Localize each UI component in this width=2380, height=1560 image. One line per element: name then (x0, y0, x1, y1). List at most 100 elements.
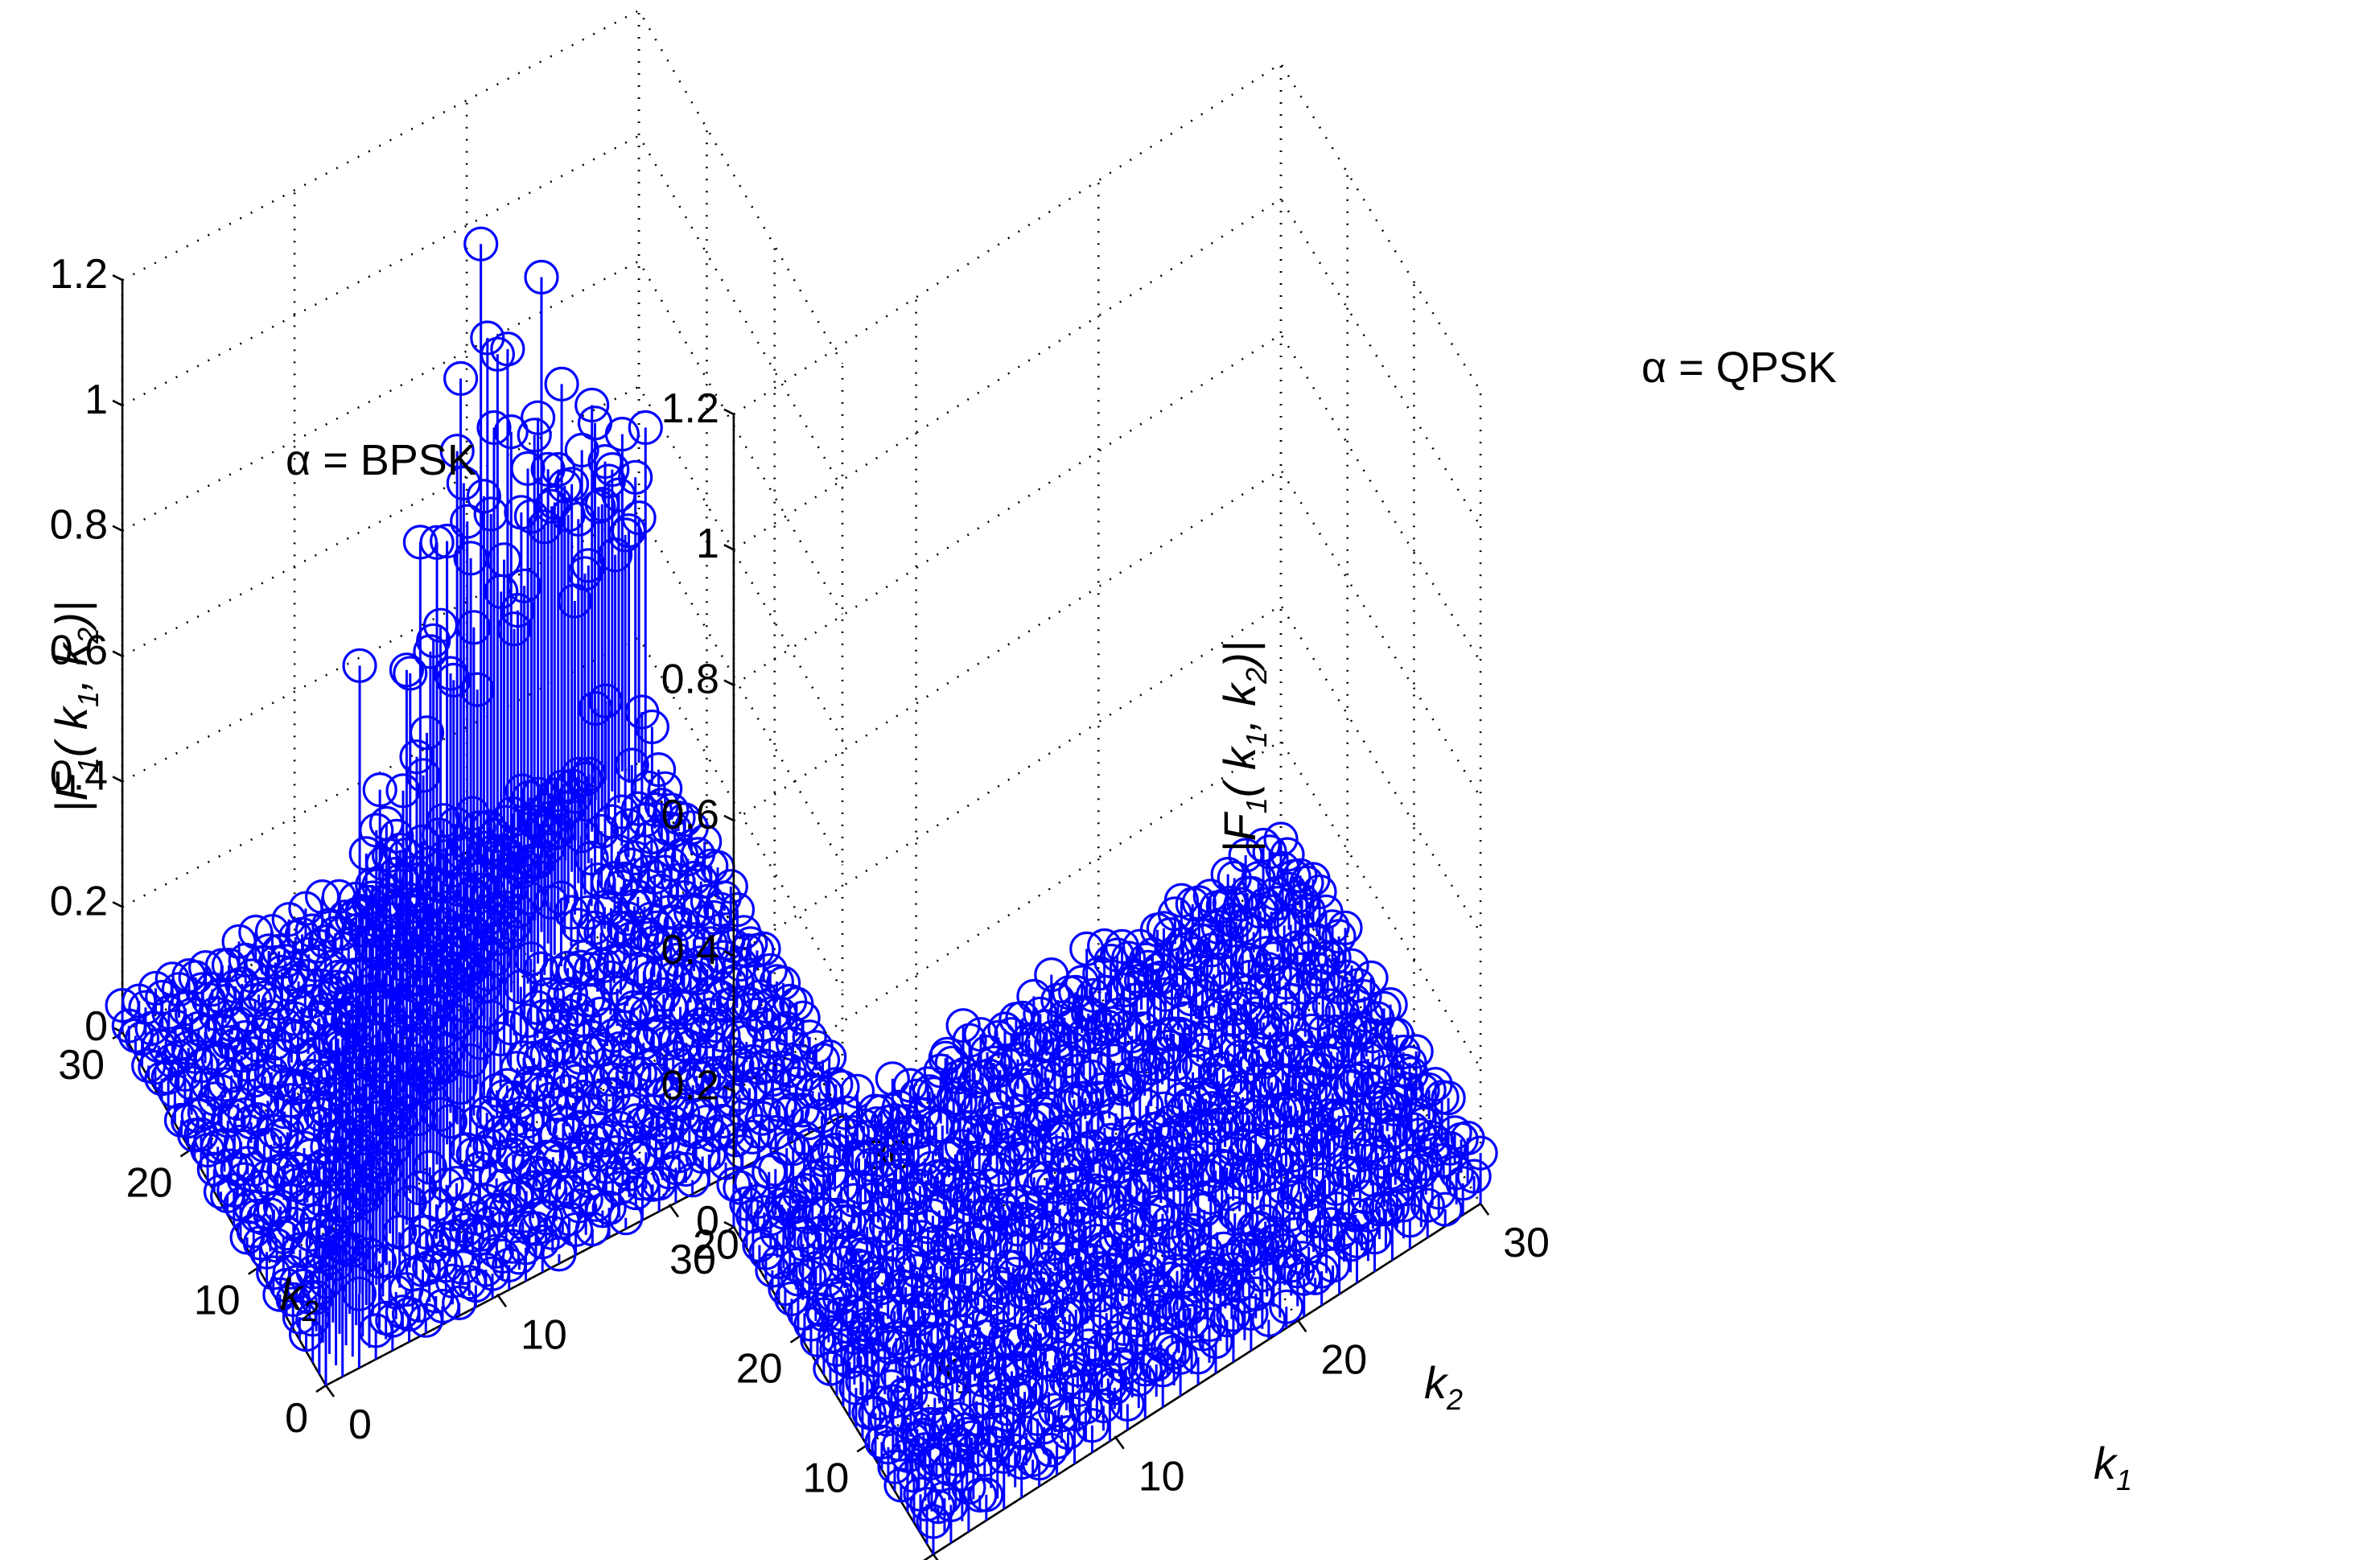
data-point-marker (211, 947, 247, 983)
data-point-marker (899, 1078, 934, 1113)
data-point-marker (375, 1303, 410, 1338)
data-point-marker (1117, 958, 1153, 994)
k2-tick-label: 10 (194, 1278, 241, 1324)
data-point-marker (985, 1404, 1020, 1439)
data-point-marker (1047, 1299, 1083, 1335)
z-grid-line (733, 468, 1482, 821)
data-point-marker (966, 1362, 1001, 1397)
k1-tick-label: 30 (1503, 1220, 1550, 1266)
data-point-marker (466, 479, 502, 514)
data-point-marker (1073, 1017, 1108, 1053)
data-point-marker (1204, 1148, 1240, 1184)
data-point-marker (909, 1487, 945, 1522)
data-point-marker (1353, 960, 1389, 996)
data-point-marker (401, 1287, 437, 1323)
data-point-marker (237, 1063, 273, 1098)
data-point-marker (1196, 1256, 1232, 1292)
data-point-marker (393, 656, 428, 691)
data-point-marker (890, 1438, 925, 1473)
data-point-marker (772, 1179, 808, 1216)
data-point-marker (242, 1225, 278, 1261)
data-point-marker (987, 1011, 1023, 1047)
data-point-marker (574, 387, 610, 423)
data-point-marker (328, 959, 364, 995)
data-point-marker (1209, 1302, 1245, 1338)
data-point-marker (574, 1211, 611, 1247)
k2-tick (923, 1553, 934, 1560)
data-point-marker (1179, 1268, 1214, 1303)
data-point-marker (1291, 892, 1326, 928)
data-point-marker (1300, 995, 1336, 1031)
data-point-marker (713, 869, 748, 904)
data-point-marker (813, 1351, 848, 1386)
data-point-marker (894, 1244, 930, 1280)
data-point-marker (766, 1195, 801, 1230)
data-point-marker (416, 623, 451, 658)
data-point-marker (1235, 1159, 1270, 1194)
data-point-marker (1297, 1260, 1333, 1295)
data-point-marker (490, 331, 525, 367)
data-point-marker (1131, 993, 1167, 1028)
data-point-marker (979, 1266, 1015, 1301)
data-point-marker (134, 1011, 170, 1046)
data-point-marker (825, 1069, 860, 1105)
data-point-marker (1221, 1012, 1258, 1048)
data-point-marker (638, 1115, 674, 1150)
data-point-marker (1105, 1071, 1140, 1106)
data-point-marker (1334, 1068, 1369, 1105)
data-point-marker (530, 451, 566, 487)
data-point-marker (1456, 1159, 1492, 1194)
data-point-marker (1092, 1368, 1128, 1403)
data-point-marker (429, 523, 465, 559)
data-point-marker (926, 1159, 962, 1194)
data-point-marker (1246, 827, 1281, 863)
data-point-marker (1092, 1022, 1127, 1057)
data-point-marker (1145, 1196, 1180, 1232)
data-point-marker (989, 1200, 1024, 1236)
data-point-marker (495, 1229, 530, 1264)
data-point-marker (969, 1477, 1004, 1513)
data-point-marker (951, 1470, 986, 1505)
data-point-marker (1101, 1149, 1137, 1184)
data-point-marker (1270, 837, 1305, 872)
data-point-marker (1111, 1262, 1147, 1297)
data-point-marker (1186, 1032, 1222, 1068)
data-point-marker (1251, 1302, 1287, 1338)
data-point-marker (1439, 1155, 1474, 1191)
z-tick-label: 1.2 (50, 251, 108, 298)
data-point-marker (1292, 941, 1328, 976)
data-point-marker (958, 1225, 994, 1261)
z-tick-label: 0.4 (50, 752, 108, 799)
k2-tick-label: 10 (802, 1455, 849, 1501)
data-point-marker (558, 1212, 594, 1248)
data-point-marker (443, 360, 479, 397)
z-grid-line (733, 739, 1482, 1093)
z-tick-label: 0.6 (661, 792, 719, 838)
data-point-marker (920, 1488, 956, 1525)
data-point-marker (1127, 1352, 1163, 1387)
data-point-marker (868, 1208, 904, 1244)
data-point-marker (557, 953, 592, 989)
data-point-marker (1463, 1135, 1498, 1171)
data-point-marker (897, 1180, 933, 1216)
data-point-marker (1254, 1064, 1290, 1100)
data-point-marker (528, 1200, 564, 1236)
data-point-marker (1099, 937, 1135, 973)
data-point-marker (776, 1131, 811, 1167)
data-point-marker (282, 1299, 317, 1335)
z-tick (112, 901, 123, 908)
data-point-marker (1143, 960, 1179, 996)
data-point-marker (1350, 1041, 1386, 1076)
data-point-marker (1217, 990, 1253, 1027)
data-point-marker (1157, 1047, 1193, 1082)
data-point-marker (986, 1287, 1022, 1323)
z-tick (112, 525, 123, 532)
data-point-marker (1178, 948, 1214, 984)
data-point-marker (1045, 1270, 1081, 1306)
data-point-marker (284, 916, 320, 953)
data-point-marker (183, 1117, 219, 1153)
z-grid-line (121, 385, 844, 741)
data-point-marker (660, 862, 696, 898)
